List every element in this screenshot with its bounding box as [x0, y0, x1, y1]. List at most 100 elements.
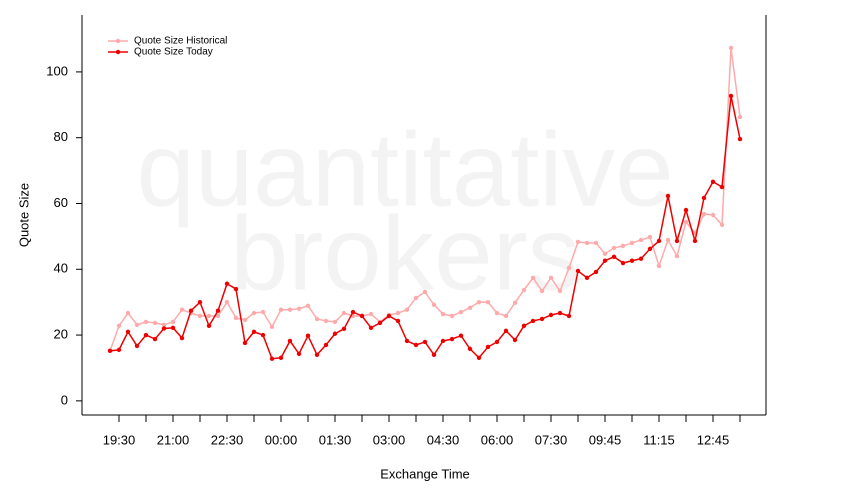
point: [584, 240, 590, 246]
point: [701, 211, 707, 217]
point: [242, 317, 248, 323]
y-tick-label: 20: [54, 327, 68, 342]
y-axis-label: Quote Size: [16, 183, 31, 247]
point: [413, 342, 419, 348]
point: [377, 320, 383, 326]
point: [629, 258, 635, 263]
point: [422, 339, 428, 345]
point: [386, 313, 392, 319]
point: [521, 323, 527, 329]
point: [179, 335, 185, 341]
point: [179, 307, 185, 312]
point: [458, 333, 464, 338]
point: [674, 253, 680, 259]
point: [251, 310, 257, 316]
x-tick-label: 03:00: [373, 432, 406, 447]
point: [683, 207, 689, 213]
x-tick-label: 07:30: [535, 432, 568, 447]
point: [296, 351, 302, 357]
point: [701, 195, 707, 201]
point: [512, 300, 518, 306]
x-tick-label: 09:45: [589, 432, 622, 447]
x-tick-label: 12:45: [697, 432, 730, 447]
point: [341, 310, 347, 316]
point: [548, 275, 554, 281]
legend-label: Quote Size Historical: [134, 36, 227, 47]
point: [566, 265, 572, 271]
point: [467, 346, 473, 352]
point: [512, 337, 518, 343]
point: [368, 325, 374, 331]
point: [503, 328, 509, 333]
point: [737, 136, 743, 142]
point: [161, 322, 167, 328]
point: [350, 309, 356, 315]
point: [224, 299, 230, 305]
point: [593, 269, 599, 275]
point: [431, 352, 437, 358]
point: [611, 245, 617, 251]
point: [593, 240, 599, 246]
point: [476, 299, 482, 305]
legend-marker: [115, 49, 121, 55]
point: [440, 311, 446, 317]
point: [539, 316, 545, 322]
point: [665, 193, 671, 199]
point: [314, 316, 320, 322]
point: [665, 237, 671, 243]
point: [233, 286, 239, 292]
watermark: quantitative: [136, 112, 673, 229]
point: [287, 338, 293, 344]
point: [530, 275, 536, 281]
point: [305, 333, 311, 338]
x-tick-label: 00:00: [265, 432, 298, 447]
point: [395, 318, 401, 324]
point: [359, 313, 365, 319]
x-tick-label: 01:30: [319, 432, 352, 447]
point: [323, 318, 329, 324]
point: [629, 240, 635, 246]
point: [278, 355, 284, 360]
point: [134, 343, 140, 349]
point: [305, 303, 311, 308]
point: [143, 332, 149, 338]
point: [332, 319, 338, 325]
point: [170, 319, 176, 325]
point: [413, 295, 419, 301]
point: [287, 307, 293, 312]
point: [107, 348, 113, 354]
legend-label: Quote Size Today: [134, 47, 213, 58]
point: [251, 329, 257, 334]
point: [638, 237, 644, 243]
point: [368, 311, 374, 317]
y-tick-label: 60: [54, 195, 68, 210]
point: [197, 299, 203, 305]
point: [719, 184, 725, 190]
point: [125, 329, 131, 334]
point: [314, 352, 320, 358]
point: [206, 313, 212, 319]
point: [233, 315, 239, 321]
y-tick-label: 80: [54, 129, 68, 144]
point: [575, 268, 581, 274]
point: [170, 325, 176, 331]
point: [341, 326, 347, 332]
point: [215, 313, 221, 319]
point: [242, 340, 248, 346]
x-tick-label: 11:15: [643, 432, 675, 447]
point: [548, 312, 554, 318]
point: [494, 339, 500, 345]
point: [728, 45, 734, 51]
point: [422, 289, 428, 295]
point: [539, 288, 545, 294]
y-tick-label: 0: [61, 392, 68, 407]
point: [161, 326, 167, 331]
point: [674, 238, 680, 244]
point: [485, 299, 491, 305]
point: [584, 275, 590, 281]
point: [395, 310, 401, 316]
point: [575, 239, 581, 245]
x-tick-label: 21:00: [157, 432, 190, 447]
x-tick-label: 22:30: [211, 432, 244, 447]
